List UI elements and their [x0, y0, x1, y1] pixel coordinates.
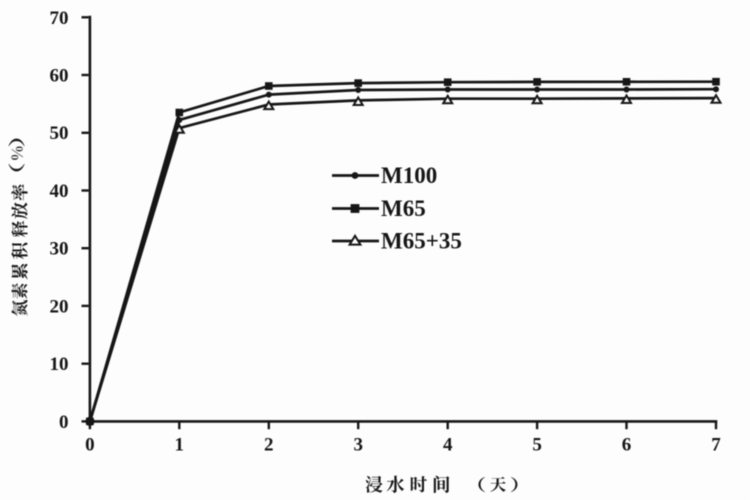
svg-text:0: 0: [59, 412, 69, 433]
svg-text:3: 3: [353, 435, 363, 456]
svg-text:6: 6: [622, 435, 632, 456]
svg-text:50: 50: [50, 123, 69, 144]
svg-text:40: 40: [50, 181, 69, 202]
svg-text:2: 2: [264, 435, 274, 456]
svg-text:7: 7: [711, 435, 721, 456]
svg-text:4: 4: [443, 435, 453, 456]
svg-text:1: 1: [175, 435, 185, 456]
svg-text:0: 0: [85, 435, 95, 456]
svg-text:30: 30: [50, 239, 69, 260]
svg-text:M65: M65: [381, 196, 426, 221]
svg-text:10: 10: [50, 354, 69, 375]
svg-text:70: 70: [50, 8, 69, 29]
svg-text:60: 60: [50, 66, 69, 87]
svg-text:5: 5: [532, 435, 542, 456]
svg-text:20: 20: [50, 296, 69, 317]
svg-text:M65+35: M65+35: [381, 229, 462, 254]
svg-text:M100: M100: [381, 163, 437, 188]
